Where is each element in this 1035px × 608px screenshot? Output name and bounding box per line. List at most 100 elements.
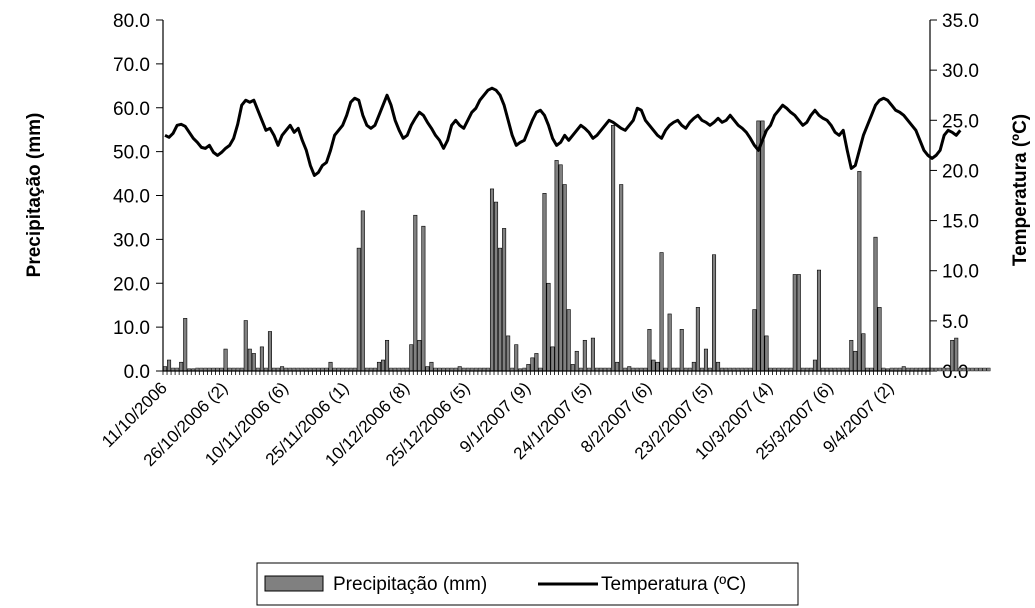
right-tick-label: 35.0 xyxy=(942,11,979,32)
precipitation-bar xyxy=(950,339,955,372)
precipitation-bar xyxy=(570,364,575,372)
left-tick-label: 70.0 xyxy=(113,55,150,76)
precipitation-bar xyxy=(502,228,507,372)
precipitation-bar xyxy=(873,236,878,372)
precipitation-bar xyxy=(558,164,563,372)
temperature-line xyxy=(164,86,962,177)
right-axis-title: Temperatura (ºC) xyxy=(1010,114,1031,266)
precipitation-bar xyxy=(429,361,434,372)
precipitation-bar-zero xyxy=(946,367,951,372)
precipitation-bar xyxy=(550,346,555,372)
precipitation-bar xyxy=(514,344,519,372)
precipitation-bar xyxy=(695,307,700,372)
precipitation-bar-zero xyxy=(986,367,991,372)
precipitation-bar xyxy=(590,337,595,372)
precipitation-bar xyxy=(796,274,801,372)
precipitation-bar xyxy=(356,247,361,372)
precipitation-bar xyxy=(954,337,959,372)
precipitation-bar xyxy=(627,366,632,372)
right-axis-ticks: 0.0 5.0 10.0 15.0 20.0 25.0 30.0 35.0 xyxy=(930,11,979,383)
left-axis-ticks: 0.0 10.0 20.0 30.0 40.0 50.0 60.0 70.0 80.0 xyxy=(113,11,163,383)
left-tick-label: 40.0 xyxy=(113,187,150,208)
precipitation-bar xyxy=(760,120,765,372)
precipitation-bar xyxy=(163,366,168,372)
precipitation-bar xyxy=(506,335,511,372)
precipitation-bar xyxy=(615,361,620,372)
precipitation-bar-zero xyxy=(974,367,979,372)
precipitation-bar xyxy=(409,344,414,372)
precipitation-bar xyxy=(651,359,656,372)
right-tick-label: 30.0 xyxy=(942,61,979,82)
precipitation-bar xyxy=(574,350,579,372)
precipitation-bar xyxy=(562,184,567,372)
left-tick-label: 80.0 xyxy=(113,11,150,32)
precipitation-bar xyxy=(582,339,587,372)
precipitation-bar-zero xyxy=(978,367,983,372)
precipitation-bar-zero xyxy=(934,367,938,372)
precipitation-bar xyxy=(542,193,547,372)
precipitation-bar xyxy=(792,274,797,372)
right-tick-label: 10.0 xyxy=(942,262,979,283)
precipitation-bar xyxy=(619,184,624,372)
right-tick-label: 5.0 xyxy=(942,312,968,333)
left-tick-label: 0.0 xyxy=(124,362,150,383)
left-tick-label: 60.0 xyxy=(113,99,150,120)
precipitation-bar xyxy=(251,353,256,372)
precipitation-bar xyxy=(498,247,503,372)
precipitation-bar xyxy=(611,125,616,372)
precipitation-bar xyxy=(849,339,854,372)
precipitation-bar xyxy=(554,160,559,372)
right-tick-label: 15.0 xyxy=(942,212,979,233)
precipitation-bar xyxy=(526,364,531,372)
precipitation-bar xyxy=(267,331,272,372)
right-tick-label: 20.0 xyxy=(942,161,979,182)
precipitation-bar xyxy=(243,320,248,372)
precipitation-bar xyxy=(421,225,426,372)
precipitation-bar xyxy=(413,214,418,372)
legend: Precipitação (mm) Temperatura (ºC) xyxy=(256,562,799,606)
precipitation-bar xyxy=(457,366,462,372)
precipitation-bar xyxy=(259,346,264,372)
precipitation-bar xyxy=(816,269,822,372)
precipitation-bar xyxy=(901,366,906,372)
left-tick-label: 30.0 xyxy=(113,230,150,251)
precipitation-bar xyxy=(376,361,381,372)
legend-label-temperature: Temperatura (ºC) xyxy=(601,574,746,595)
precipitation-bar xyxy=(360,210,365,372)
precipitation-bar xyxy=(183,318,188,372)
precipitation-bar xyxy=(534,353,539,372)
precipitation-bar xyxy=(380,359,386,372)
legend-bar-swatch xyxy=(264,575,324,592)
precipitation-bar xyxy=(223,348,228,372)
legend-frame xyxy=(256,562,799,606)
precipitation-bar xyxy=(546,282,551,372)
left-tick-label: 50.0 xyxy=(113,143,150,164)
left-tick-label: 20.0 xyxy=(113,274,150,295)
precipitation-bar xyxy=(179,361,184,372)
precipitation-bar xyxy=(756,120,761,372)
precipitation-bar xyxy=(494,201,499,372)
precipitation-bar xyxy=(764,335,769,372)
precipitation-bar xyxy=(679,329,684,372)
precipitation-bar-zero xyxy=(942,367,947,372)
temperature-line-layer xyxy=(164,86,962,177)
precipitation-bar xyxy=(385,339,390,372)
precipitation-bar xyxy=(655,361,660,372)
precipitation-bar xyxy=(853,350,858,372)
precipitation-bar-zero xyxy=(982,367,987,372)
precipitation-bar xyxy=(667,313,672,372)
precipitation-bar xyxy=(703,348,708,372)
precipitation-bar xyxy=(417,339,422,372)
precipitation-bars xyxy=(163,120,991,372)
right-tick-label: 0.0 xyxy=(942,362,968,383)
precipitation-bar xyxy=(425,366,430,372)
precipitation-bar xyxy=(247,348,252,372)
precipitation-bar xyxy=(752,309,757,372)
right-tick-label: 25.0 xyxy=(942,111,979,132)
precipitation-bar xyxy=(489,188,495,372)
precipitation-bar-zero xyxy=(958,367,963,372)
precipitation-bar xyxy=(530,357,535,372)
left-axis-title: Precipitação (mm) xyxy=(24,113,45,278)
precipitation-bar xyxy=(857,171,862,372)
